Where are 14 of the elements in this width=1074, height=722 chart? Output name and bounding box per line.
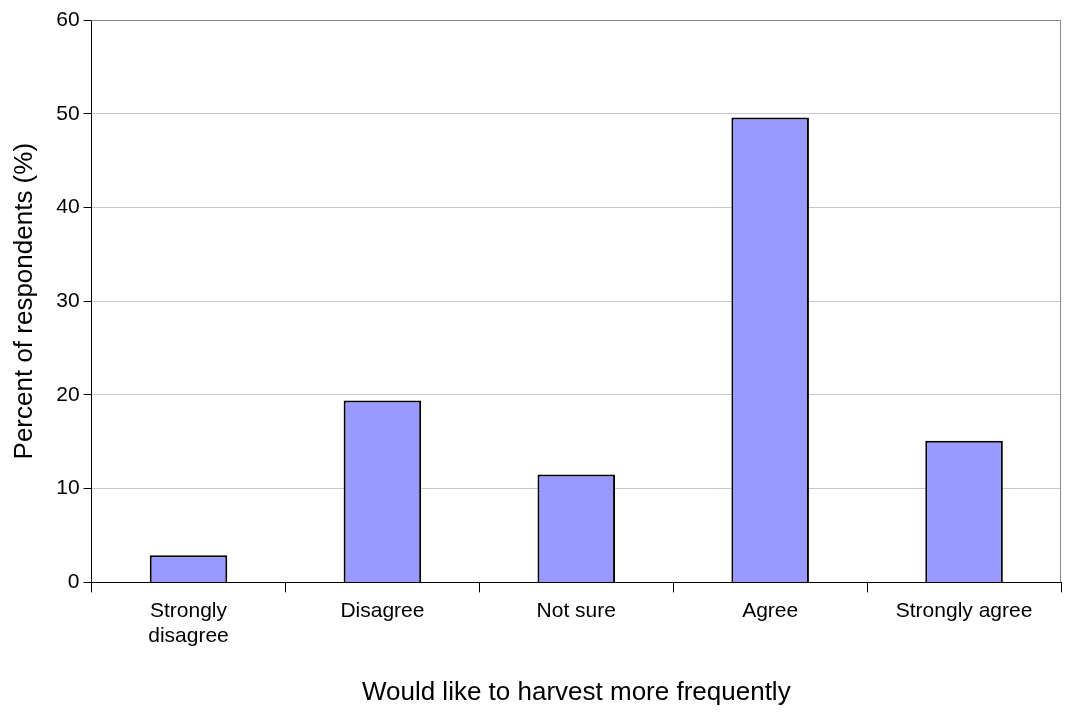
x-tick-label: Disagree [340, 597, 425, 621]
y-tick-label: 60 [56, 6, 80, 30]
x-tick-label: Strongly disagree [148, 597, 229, 646]
y-tick-label: 10 [56, 475, 80, 499]
y-tick-label: 20 [56, 381, 80, 405]
x-tick-label: Not sure [536, 597, 616, 621]
x-axis-title: Would like to harvest more frequently [361, 675, 791, 706]
y-tick-label: 50 [56, 100, 80, 124]
x-tick-label: Strongly agree [895, 597, 1033, 621]
y-tick-label: 40 [56, 194, 80, 218]
y-tick-label: 30 [56, 288, 80, 311]
y-axis-title: Percent of respondents (%) [7, 142, 38, 460]
y-tick-label: 0 [67, 569, 80, 593]
x-tick-label: Agree [742, 597, 799, 621]
